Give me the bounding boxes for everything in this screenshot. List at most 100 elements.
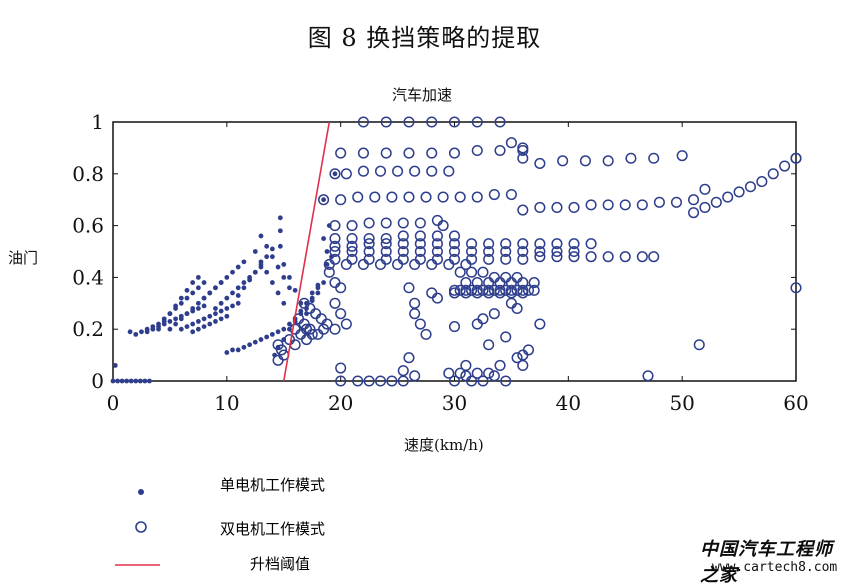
dual-motor-point xyxy=(443,258,455,271)
dual-motor-point xyxy=(310,308,322,320)
single-motor-point xyxy=(230,303,235,309)
dual-motor-point xyxy=(454,284,466,296)
single-motor-point xyxy=(207,321,213,327)
dual-motor-point xyxy=(300,334,313,346)
single-motor-point xyxy=(167,326,173,332)
dual-motor-point xyxy=(534,238,546,250)
dual-motor-point xyxy=(409,308,421,320)
dual-motor-point xyxy=(357,258,369,271)
single-motor-point xyxy=(324,249,330,254)
single-motor-point xyxy=(235,264,241,270)
dual-motor-point xyxy=(403,352,415,364)
dual-motor-point xyxy=(688,207,700,219)
dual-motor-point xyxy=(460,258,472,271)
single-motor-point xyxy=(156,321,161,327)
dual-motor-point xyxy=(304,323,316,335)
single-motor-point xyxy=(195,275,201,280)
dual-motor-point xyxy=(517,238,529,250)
dual-motor-point xyxy=(568,245,580,258)
dual-motor-point xyxy=(477,266,489,278)
dual-motor-point xyxy=(357,165,369,177)
dual-motor-point xyxy=(329,323,341,335)
single-motor-point xyxy=(207,313,213,319)
dual-motor-point xyxy=(335,375,347,387)
dual-motor-point xyxy=(488,308,500,320)
dual-motor-point xyxy=(648,152,660,164)
single-motor-point xyxy=(178,295,184,301)
legend: 单电机工作模式 双电机工作模式 升档阈值 xyxy=(115,476,325,573)
dual-motor-point xyxy=(494,116,506,128)
dual-motor-point xyxy=(318,323,330,335)
dual-motor-point xyxy=(528,284,540,296)
dual-motor-point xyxy=(619,251,631,263)
single-motor-point xyxy=(315,285,321,291)
single-motor-point xyxy=(133,378,139,384)
single-motor-point xyxy=(315,290,321,296)
dual-motor-point xyxy=(471,277,483,289)
single-motor-point xyxy=(213,306,218,311)
legend-marker-dot xyxy=(138,489,144,495)
dual-motor-point xyxy=(420,328,432,340)
dual-motor-point xyxy=(448,238,461,250)
single-motor-point xyxy=(329,254,334,260)
dual-motor-point xyxy=(670,196,683,208)
single-motor-point xyxy=(195,326,201,332)
dual-motor-point xyxy=(699,183,711,195)
y-tick-label: 0.8 xyxy=(72,162,104,186)
single-motor-point xyxy=(190,306,196,311)
dual-motor-point xyxy=(488,284,500,296)
single-motor-point xyxy=(264,254,270,260)
dual-motor-point xyxy=(500,375,512,387)
dual-motor-point xyxy=(318,194,330,206)
dual-motor-point xyxy=(477,284,489,296)
single-motor-point xyxy=(218,280,224,285)
single-motor-point xyxy=(161,319,167,324)
dual-motor-point xyxy=(426,287,438,299)
dual-motor-point xyxy=(466,284,478,296)
single-motor-point xyxy=(218,308,224,314)
dual-motor-point xyxy=(466,238,478,250)
dual-motor-point xyxy=(505,297,517,309)
dual-motor-point xyxy=(585,199,597,211)
single-motor-point xyxy=(218,300,224,306)
single-motor-point xyxy=(184,295,190,301)
dual-motor-point xyxy=(636,199,648,211)
single-motor-point xyxy=(275,290,281,296)
single-motor-point xyxy=(128,378,134,384)
single-motor-point xyxy=(241,280,247,285)
single-motor-point xyxy=(269,246,275,252)
dual-motor-point xyxy=(420,191,432,203)
dual-motor-point xyxy=(505,188,517,201)
dual-motor-point xyxy=(315,313,327,325)
dual-motor-point xyxy=(323,258,335,271)
single-motor-point xyxy=(150,324,156,330)
dual-motor-point xyxy=(534,201,546,214)
single-motor-point xyxy=(144,329,150,335)
dual-motor-point xyxy=(340,318,352,330)
dual-motor-point xyxy=(488,370,500,382)
dual-motor-point xyxy=(329,240,341,252)
dual-motor-point xyxy=(568,201,580,214)
single-motor-point xyxy=(235,285,241,291)
y-tick-label: 0 xyxy=(91,369,104,393)
single-motor-point xyxy=(224,350,230,355)
dual-motor-point xyxy=(272,354,284,366)
dual-motor-point xyxy=(551,238,563,250)
dual-motor-point xyxy=(335,147,347,159)
single-motor-point xyxy=(304,300,309,306)
single-motor-point xyxy=(241,285,247,291)
single-motor-point xyxy=(190,290,196,296)
dual-motor-point xyxy=(363,245,375,258)
single-motor-point xyxy=(235,300,241,306)
dual-motor-point xyxy=(534,251,546,263)
dual-motor-point xyxy=(710,196,722,208)
dual-motor-point xyxy=(448,245,461,258)
dual-motor-point xyxy=(483,287,495,299)
x-tick-label: 60 xyxy=(783,391,808,415)
dual-motor-point xyxy=(454,367,466,379)
dual-motor-point xyxy=(517,245,529,258)
dual-motor-point xyxy=(403,116,415,128)
x-axis-label: 速度(km/h) xyxy=(404,436,484,454)
upshift-threshold-line xyxy=(282,121,331,382)
single-motor-point xyxy=(332,171,338,177)
